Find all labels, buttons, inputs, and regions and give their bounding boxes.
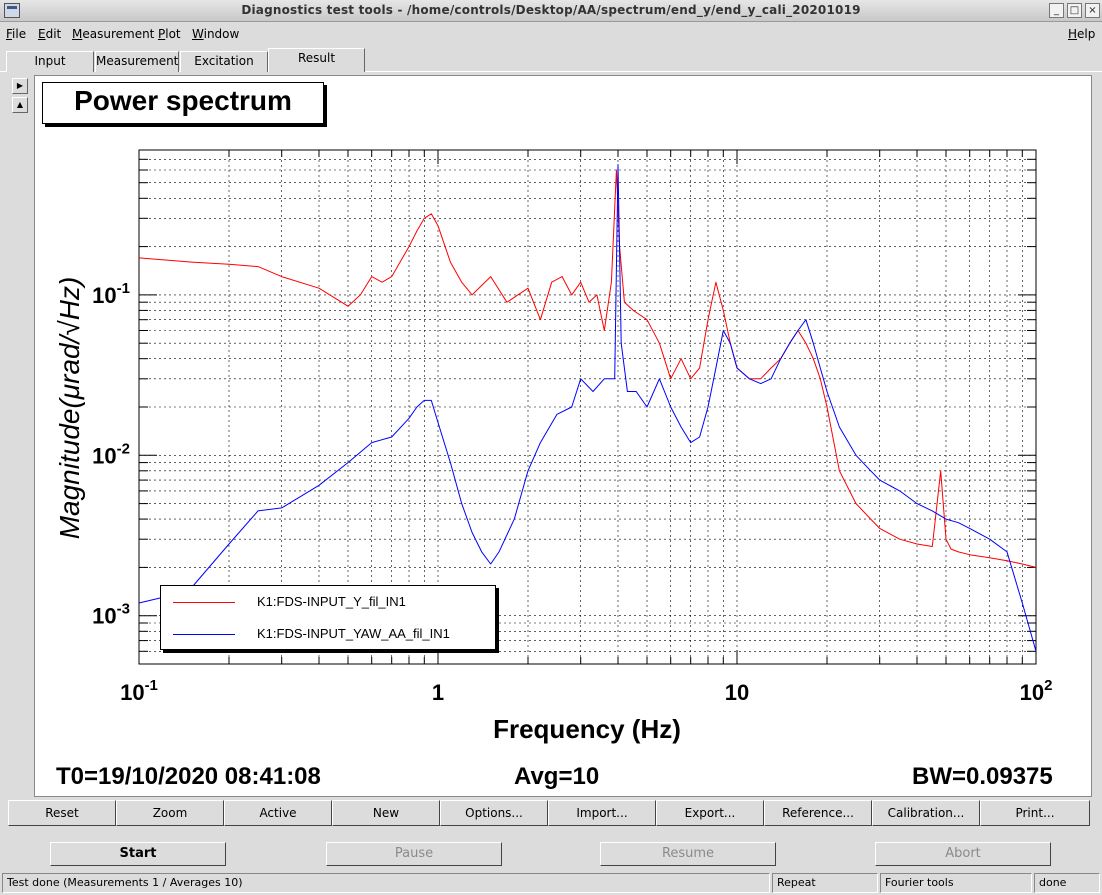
new-button[interactable]: New: [332, 800, 440, 826]
series-line-1: [138, 164, 1037, 652]
tick-label-y: 10-3: [92, 601, 130, 629]
expand-right-icon[interactable]: ▶: [12, 78, 28, 94]
x-axis-label: Frequency (Hz): [493, 714, 681, 744]
tab-measurement[interactable]: Measurement: [95, 51, 179, 72]
maximize-icon[interactable]: □: [1067, 3, 1082, 18]
tick-label-x: 10-1: [120, 677, 158, 705]
legend-swatch-yaw: [173, 634, 235, 635]
series-line-0: [138, 169, 1037, 568]
zoom-button[interactable]: Zoom: [116, 800, 224, 826]
close-icon[interactable]: ×: [1085, 3, 1100, 18]
svg-text:Magnitude(μrad/√Hz): Magnitude(μrad/√Hz): [54, 277, 85, 540]
status-message: Test done (Measurements 1 / Averages 10): [2, 873, 770, 893]
menu-window[interactable]: Window: [192, 27, 240, 41]
active-button[interactable]: Active: [224, 800, 332, 826]
menu-help[interactable]: Help: [1068, 27, 1096, 41]
tick-label-x: 10: [725, 680, 749, 705]
reference-button[interactable]: Reference...: [764, 800, 872, 826]
title-bar: Diagnostics test tools - /home/controls/…: [0, 0, 1102, 22]
info-t0: T0=19/10/2020 08:41:08: [56, 763, 321, 790]
y-axis-label-prefix: Magnitude(: [54, 397, 85, 540]
tab-bar: Input Measurement Excitation Result: [0, 46, 1102, 72]
plot-toolbar: Reset Zoom Active New Options... Import.…: [8, 800, 1090, 826]
series-layer: [138, 164, 1037, 652]
tick-label-x: 1: [432, 680, 444, 705]
tick-labels: 10-1 1 10 102 10-3 10-2 10-1: [92, 280, 1052, 705]
tab-input[interactable]: Input: [6, 51, 94, 72]
legend-label-y: K1:FDS-INPUT_Y_fil_IN1: [257, 594, 406, 609]
tab-excitation[interactable]: Excitation: [180, 51, 268, 72]
tab-result[interactable]: Result: [268, 48, 365, 72]
menu-bar: File Edit Measurement Plot Window Help: [0, 23, 1102, 45]
y-axis-label: Magnitude(μrad/√Hz): [54, 277, 85, 540]
menu-plot[interactable]: Plot: [158, 27, 181, 41]
start-button[interactable]: Start: [50, 842, 226, 866]
status-mode: Repeat: [772, 873, 878, 893]
plot-title-box: Power spectrum: [42, 82, 324, 124]
tick-label-y: 10-1: [92, 280, 130, 308]
menu-measurement[interactable]: Measurement: [72, 27, 155, 41]
tick-label-x: 102: [1020, 677, 1053, 705]
pause-button[interactable]: Pause: [326, 842, 502, 866]
menu-edit[interactable]: Edit: [38, 27, 62, 41]
minimize-icon[interactable]: _: [1049, 3, 1064, 18]
status-bar: Test done (Measurements 1 / Averages 10)…: [0, 872, 1102, 895]
plot-frame: [138, 149, 1037, 665]
tick-label-y: 10-2: [92, 440, 130, 468]
resume-button[interactable]: Resume: [600, 842, 776, 866]
info-avg: Avg=10: [514, 763, 600, 790]
import-button[interactable]: Import...: [548, 800, 656, 826]
window-title: Diagnostics test tools - /home/controls/…: [241, 3, 861, 17]
legend-label-yaw: K1:FDS-INPUT_YAW_AA_fil_IN1: [257, 626, 450, 641]
export-button[interactable]: Export...: [656, 800, 764, 826]
status-tool: Fourier tools: [880, 873, 1032, 893]
plot-title: Power spectrum: [74, 85, 292, 116]
menu-file[interactable]: File: [6, 27, 27, 41]
legend-swatch-y: [173, 602, 235, 603]
status-state: done: [1034, 873, 1100, 893]
info-bw: BW=0.09375: [912, 763, 1053, 790]
y-axis-label-unit: μrad/√Hz: [54, 286, 85, 400]
options-button[interactable]: Options...: [440, 800, 548, 826]
print-button[interactable]: Print...: [980, 800, 1090, 826]
abort-button[interactable]: Abort: [875, 842, 1051, 866]
app-icon[interactable]: [4, 3, 20, 18]
y-axis-label-suffix: ): [54, 277, 85, 289]
legend[interactable]: K1:FDS-INPUT_Y_fil_IN1 K1:FDS-INPUT_YAW_…: [160, 585, 496, 650]
calibration-button[interactable]: Calibration...: [872, 800, 980, 826]
collapse-up-icon[interactable]: ▲: [12, 97, 28, 113]
reset-button[interactable]: Reset: [8, 800, 116, 826]
